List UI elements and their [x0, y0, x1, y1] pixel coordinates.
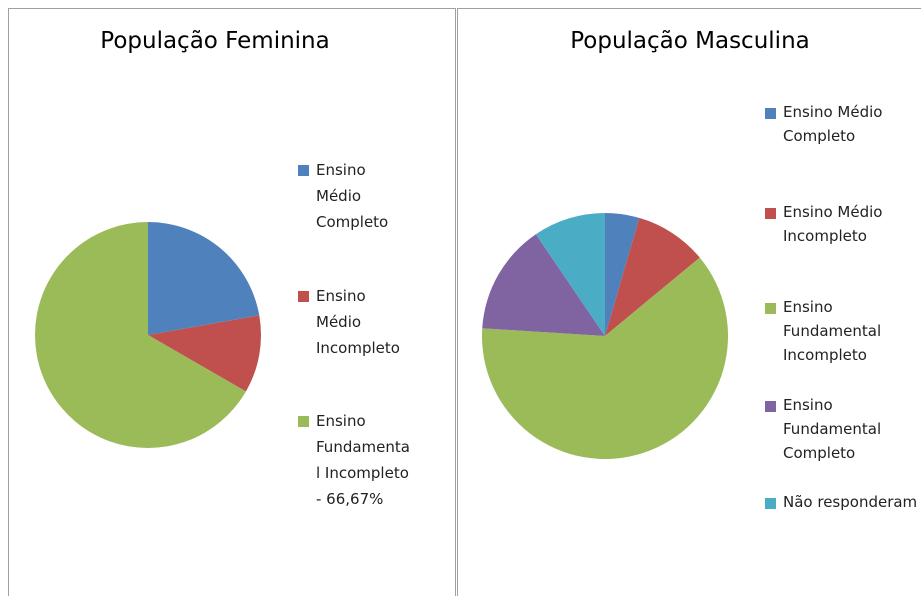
chart-title: População Masculina: [570, 28, 810, 54]
pie-slice: [482, 257, 728, 459]
legend-swatch: [298, 165, 309, 176]
legend-entry: Ensino Fundamental Incompleto: [765, 295, 918, 367]
legend-swatch: [765, 401, 776, 412]
legend-label: Ensino Médio Incompleto: [316, 287, 400, 357]
legend-swatch: [765, 108, 776, 119]
legend-label: Ensino Fundamental Completo: [783, 396, 882, 462]
legend-entry: Ensino Médio Completo: [765, 100, 918, 148]
pie-slice: [535, 213, 605, 336]
chart-title: População Feminina: [100, 28, 330, 54]
legend-swatch: [765, 303, 776, 314]
legend-label: Ensino Fundamental Incompleto: [783, 298, 882, 364]
legend-entry: Ensino Médio Incompleto: [298, 283, 412, 361]
legend-entry: Ensino Médio Completo: [298, 157, 412, 235]
pie-slice: [148, 315, 261, 392]
legend-label: Ensino Médio Incompleto: [783, 203, 883, 245]
pie-slice: [482, 234, 605, 336]
pie-slice: [605, 213, 640, 336]
legend-entry: Ensino Médio Incompleto: [765, 200, 918, 248]
legend-swatch: [765, 498, 776, 509]
legend-entry: Ensino Fundamental Completo: [765, 393, 918, 465]
legend-label: Ensino Médio Completo: [316, 161, 389, 231]
legend-entry: Ensino Fundamental Incompleto - 66,67%: [298, 408, 412, 512]
legend-label: Ensino Fundamental Incompleto - 66,67%: [316, 412, 410, 508]
pie-slice: [34, 222, 246, 448]
pie-slice: [605, 217, 700, 336]
pie-slice: [148, 222, 260, 335]
legend-label: Ensino Médio Completo: [783, 103, 883, 145]
legend-entry: Não responderam: [765, 490, 918, 514]
legend-swatch: [298, 291, 309, 302]
legend-swatch: [298, 416, 309, 427]
legend-label: Não responderam: [783, 493, 918, 511]
legend-swatch: [765, 208, 776, 219]
